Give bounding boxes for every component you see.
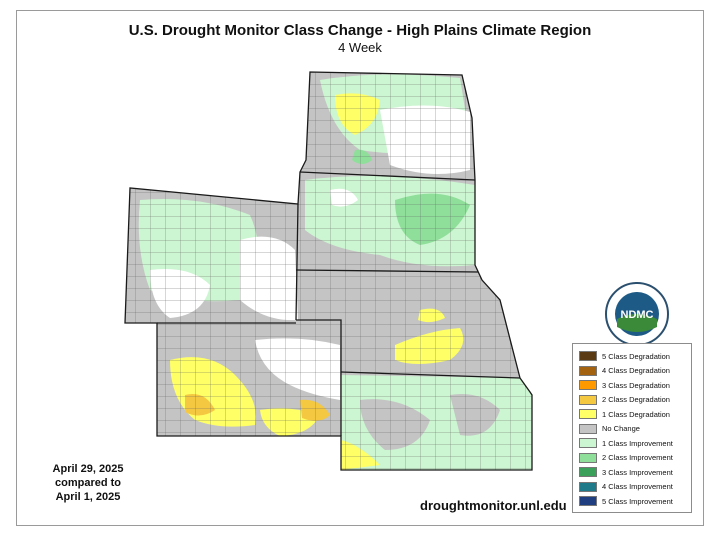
legend-swatch [579, 394, 597, 405]
legend-swatch [579, 351, 597, 361]
legend-label: No Change [602, 424, 640, 433]
legend-label: 2 Class Improvement [602, 453, 673, 462]
legend-label: 2 Class Degradation [602, 395, 670, 404]
date-comparison: April 29, 2025 compared to April 1, 2025 [38, 462, 138, 504]
legend-item: No Change [579, 423, 640, 435]
source-url[interactable]: droughtmonitor.unl.edu [420, 498, 567, 513]
legend-swatch [579, 452, 597, 463]
legend-label: 4 Class Degradation [602, 366, 670, 375]
wy-east-border [295, 203, 299, 321]
legend-label: 5 Class Degradation [602, 351, 670, 361]
legend-item: 2 Class Degradation [579, 394, 670, 406]
region-outline [124, 71, 533, 471]
date-previous: April 1, 2025 [55, 491, 121, 503]
svg-text:NDMC: NDMC [621, 309, 654, 321]
ndmc-logo-icon: NDMC [605, 282, 669, 346]
date-compared-to: compared to [54, 477, 121, 489]
legend-label: 4 Class Improvement [602, 482, 673, 491]
region-fill [125, 72, 532, 470]
legend-swatch [579, 409, 597, 419]
legend-swatch [579, 496, 597, 506]
ndmc-logo: NDMC [604, 281, 670, 347]
legend-label: 1 Class Degradation [602, 409, 670, 419]
legend-item: 5 Class Degradation [579, 350, 670, 362]
legend-swatch [579, 380, 597, 390]
legend-swatch [579, 423, 597, 434]
legend-item: 5 Class Improvement [579, 495, 673, 507]
legend-swatch [579, 438, 597, 448]
legend-item: 4 Class Degradation [579, 365, 670, 377]
sd-ne-border [295, 269, 479, 273]
legend: 5 Class Degradation 4 Class Degradation … [572, 343, 692, 513]
legend-label: 5 Class Improvement [602, 496, 673, 506]
state-borders [124, 71, 533, 471]
legend-swatch [579, 481, 597, 492]
ne-ks-border [340, 371, 521, 379]
co-ne-ks-border [296, 319, 342, 436]
legend-item: 4 Class Improvement [579, 481, 673, 493]
legend-label: 3 Class Improvement [602, 467, 673, 477]
legend-item: 2 Class Improvement [579, 452, 673, 464]
legend-item: 1 Class Degradation [579, 408, 670, 420]
legend-swatch [579, 467, 597, 477]
legend-label: 3 Class Degradation [602, 380, 670, 390]
nd-sd-border [299, 171, 476, 181]
legend-swatch [579, 365, 597, 376]
legend-item: 3 Class Degradation [579, 379, 670, 391]
map-title: U.S. Drought Monitor Class Change - High… [128, 22, 592, 39]
map-subtitle: 4 Week [338, 40, 382, 55]
legend-item: 1 Class Improvement [579, 437, 673, 449]
date-current: April 29, 2025 [52, 463, 124, 475]
legend-item: 3 Class Improvement [579, 466, 673, 478]
legend-label: 1 Class Improvement [602, 438, 673, 448]
